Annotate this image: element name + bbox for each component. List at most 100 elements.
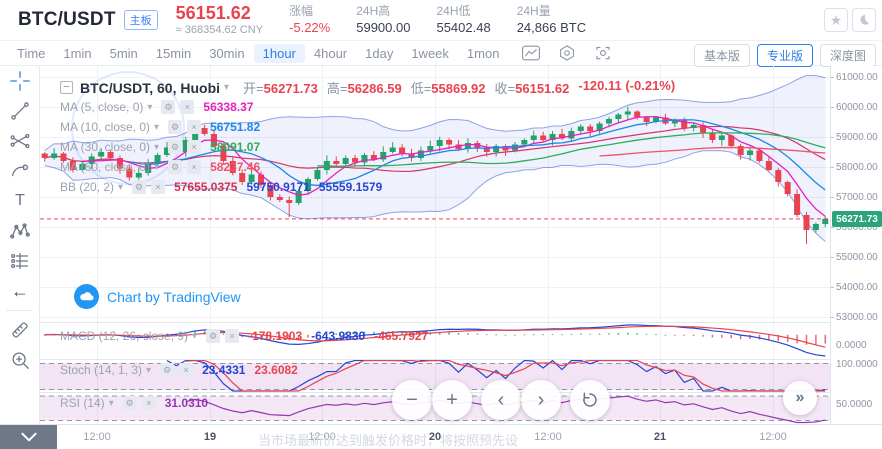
price-cny: ≈ 368354.62 CNY: [175, 23, 264, 36]
scroll-right-button[interactable]: ›: [521, 380, 561, 420]
pane-separator-macd[interactable]: [40, 322, 882, 323]
rsi-value: 31.0310: [164, 396, 209, 410]
basic-version-button[interactable]: 基本版: [693, 44, 750, 67]
tradingview-cloud-logo: [74, 284, 99, 309]
collapse-legend-button[interactable]: −: [60, 81, 73, 94]
indicator-settings-button[interactable]: [554, 43, 580, 63]
macd-legend-row: MACD (12, 26, close, 9) ▾ ⚙ × -178.1903 …: [60, 329, 428, 343]
stat-24h-high-label: 24H高: [356, 4, 391, 18]
depth-chart-button[interactable]: 深度图: [819, 44, 876, 67]
ma60-value: 58237.46: [210, 160, 261, 174]
chevron-down-icon[interactable]: ▾: [154, 121, 160, 133]
ma10-label: MA (10, close, 0): [60, 120, 151, 134]
close-icon[interactable]: ×: [187, 140, 202, 154]
brush-icon: [12, 164, 28, 177]
text-tool[interactable]: T: [0, 186, 40, 216]
scroll-to-end-button[interactable]: »: [783, 381, 817, 415]
y-tick: 55000.00: [831, 252, 878, 263]
stoch-d-value: 23.6082: [254, 363, 298, 377]
trend-line-tool[interactable]: [0, 96, 40, 126]
tradingview-attribution[interactable]: Chart by TradingView: [74, 284, 241, 309]
gann-fib-tool[interactable]: [0, 126, 40, 156]
close-icon[interactable]: ×: [225, 329, 240, 343]
chevron-down-icon[interactable]: ▾: [147, 101, 153, 113]
zoom-in-button[interactable]: +: [432, 380, 472, 420]
interval-1week[interactable]: 1week: [411, 45, 449, 61]
ma5-legend-row: MA (5, close, 0) ▾ ⚙ × 56338.37: [60, 100, 253, 114]
price-axis[interactable]: 61000.00 60000.00 59000.00 58000.00 5700…: [830, 66, 882, 424]
close-icon[interactable]: ×: [141, 396, 156, 410]
chevron-down-icon[interactable]: ▾: [118, 181, 124, 193]
brush-tool[interactable]: [0, 156, 40, 186]
interval-1day[interactable]: 1day: [365, 45, 394, 61]
interval-15min[interactable]: 15min: [155, 45, 192, 61]
chevron-right-icon: ›: [537, 388, 545, 411]
ma30-legend-row: MA (30, close, 0) ▾ ⚙ × 58091.07: [60, 140, 260, 154]
chevron-down-icon[interactable]: ▾: [192, 330, 198, 342]
close-icon[interactable]: ×: [180, 100, 195, 114]
gear-icon[interactable]: ⚙: [206, 329, 221, 343]
close-icon[interactable]: ×: [151, 180, 166, 194]
x-tick-day: 21: [653, 431, 667, 443]
ma5-value: 56338.37: [203, 100, 254, 114]
pane-separator-stoch[interactable]: [40, 359, 882, 360]
reset-chart-button[interactable]: [570, 380, 610, 420]
high-label: 高=: [326, 81, 348, 96]
chevron-down-icon[interactable]: ▾: [154, 161, 160, 173]
screenshot-button[interactable]: [590, 43, 616, 63]
gear-icon[interactable]: ⚙: [168, 140, 183, 154]
theme-toggle-button[interactable]: [852, 8, 876, 32]
chevron-down-icon[interactable]: ▾: [108, 397, 114, 409]
plus-icon: +: [446, 388, 458, 411]
toolbar-divider: [6, 310, 33, 311]
chevron-down-icon[interactable]: ▾: [146, 364, 152, 376]
star-icon: ★: [829, 11, 843, 28]
drawing-toolbar: T ←: [0, 66, 40, 449]
interval-time[interactable]: Time: [17, 45, 46, 61]
rsi-legend-row: RSI (14) ▾ ⚙ × 31.0310: [60, 396, 208, 410]
xabcd-pattern-tool[interactable]: [0, 216, 40, 246]
gear-icon[interactable]: ⚙: [132, 180, 147, 194]
gear-icon[interactable]: ⚙: [122, 396, 137, 410]
gear-icon[interactable]: ⚙: [160, 363, 175, 377]
undo-tool[interactable]: ←: [0, 276, 40, 306]
y-tick: 61000.00: [831, 72, 878, 83]
indicator-icon: [560, 45, 575, 61]
chevron-down-icon[interactable]: ▾: [224, 82, 230, 93]
interval-1mon[interactable]: 1mon: [466, 45, 500, 61]
ma5-label: MA (5, close, 0): [60, 100, 144, 114]
chevron-down-icon[interactable]: ▾: [154, 141, 160, 153]
scroll-left-button[interactable]: ‹: [481, 380, 521, 420]
minus-icon: −: [406, 388, 418, 411]
interval-5min[interactable]: 5min: [109, 45, 138, 61]
close-icon[interactable]: ×: [179, 363, 194, 377]
measure-tool[interactable]: [0, 315, 40, 345]
stat-24h-volume-label: 24H量: [516, 4, 551, 18]
time-axis[interactable]: 当市场最新价达到触发价格时，将按照预先设 12:00 19 12:00 20 1…: [0, 424, 882, 449]
collapse-panel-button[interactable]: [0, 425, 57, 449]
y-tick: 58000.00: [831, 162, 878, 173]
interval-1hour[interactable]: 1hour: [253, 43, 305, 63]
kline-chart-icon: [522, 45, 541, 61]
crosshair-icon: [10, 71, 30, 91]
back-arrow-icon: ←: [11, 280, 29, 301]
stoch-k-value: 23.4331: [202, 363, 246, 377]
interval-30min[interactable]: 30min: [209, 45, 245, 61]
gear-icon[interactable]: ⚙: [168, 160, 183, 174]
stat-24h-low: 24H低 55402.48: [436, 4, 490, 36]
favorite-button[interactable]: ★: [824, 8, 848, 32]
pro-version-button[interactable]: 专业版: [756, 44, 813, 67]
crosshair-tool[interactable]: [0, 66, 40, 96]
zoom-in-tool[interactable]: [0, 345, 40, 375]
close-icon[interactable]: ×: [187, 120, 202, 134]
open-label: 开=: [243, 81, 264, 96]
forecast-position-tool[interactable]: [0, 246, 40, 276]
gear-icon[interactable]: ⚙: [161, 100, 176, 114]
zoom-out-button[interactable]: −: [392, 380, 432, 420]
close-icon[interactable]: ×: [187, 160, 202, 174]
symbol-title: BTC/USDT: [18, 9, 116, 30]
interval-1min[interactable]: 1min: [63, 45, 92, 61]
gear-icon[interactable]: ⚙: [168, 120, 183, 134]
chart-style-button[interactable]: [518, 43, 544, 63]
interval-4hour[interactable]: 4hour: [313, 45, 348, 61]
